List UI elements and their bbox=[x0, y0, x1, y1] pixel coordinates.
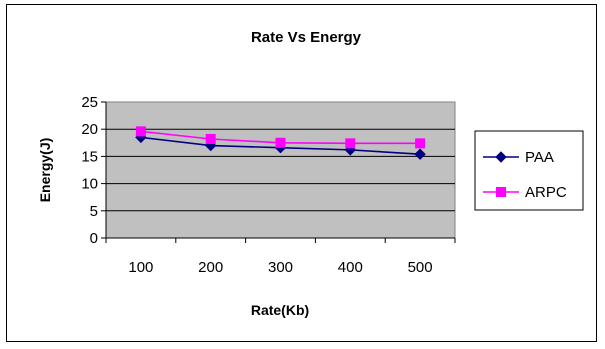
chart-title: Rate Vs Energy bbox=[251, 29, 362, 46]
legend bbox=[474, 130, 584, 211]
rate-vs-energy-chart: Rate Vs Energy 0 5 10 15 20 25 100 200 300 400 50… bbox=[37, 29, 584, 318]
x-tick-label: 400 bbox=[338, 259, 363, 276]
legend-marker-paa bbox=[495, 151, 507, 163]
data-point-arpc bbox=[205, 133, 216, 144]
x-tick-label: 500 bbox=[408, 259, 433, 276]
data-point-arpc bbox=[135, 126, 146, 137]
series-lines bbox=[135, 126, 426, 160]
y-tick-label: 5 bbox=[90, 203, 98, 220]
y-tick-label: 10 bbox=[81, 176, 98, 193]
legend-marker-arpc bbox=[496, 187, 506, 197]
plot-area bbox=[105, 101, 456, 239]
data-point-arpc bbox=[345, 138, 356, 149]
data-point-paa bbox=[414, 148, 426, 160]
x-axis-title: Rate(Kb) bbox=[251, 302, 309, 318]
y-tick-label: 20 bbox=[81, 121, 98, 138]
y-axis-title: Energy(J) bbox=[37, 138, 53, 203]
x-tick-label: 300 bbox=[268, 259, 293, 276]
y-tick-labels: 0 5 10 15 20 25 bbox=[81, 94, 98, 247]
x-tick-labels: 100 200 300 400 500 bbox=[128, 259, 432, 276]
axes bbox=[101, 101, 456, 243]
legend-entries: PAA ARPC bbox=[483, 149, 567, 201]
data-point-arpc bbox=[275, 137, 286, 148]
legend-label-paa: PAA bbox=[525, 149, 554, 166]
y-tick-label: 15 bbox=[81, 148, 98, 165]
data-point-arpc bbox=[415, 138, 426, 149]
y-tick-label: 25 bbox=[81, 94, 98, 111]
grid-lines bbox=[106, 128, 455, 212]
y-tick-label: 0 bbox=[90, 230, 98, 247]
legend-label-arpc: ARPC bbox=[525, 184, 567, 201]
x-tick-label: 100 bbox=[128, 259, 153, 276]
x-tick-label: 200 bbox=[198, 259, 223, 276]
chart-frame: Rate Vs Energy 0 5 10 15 20 25 100 200 300 400 50… bbox=[6, 4, 597, 342]
